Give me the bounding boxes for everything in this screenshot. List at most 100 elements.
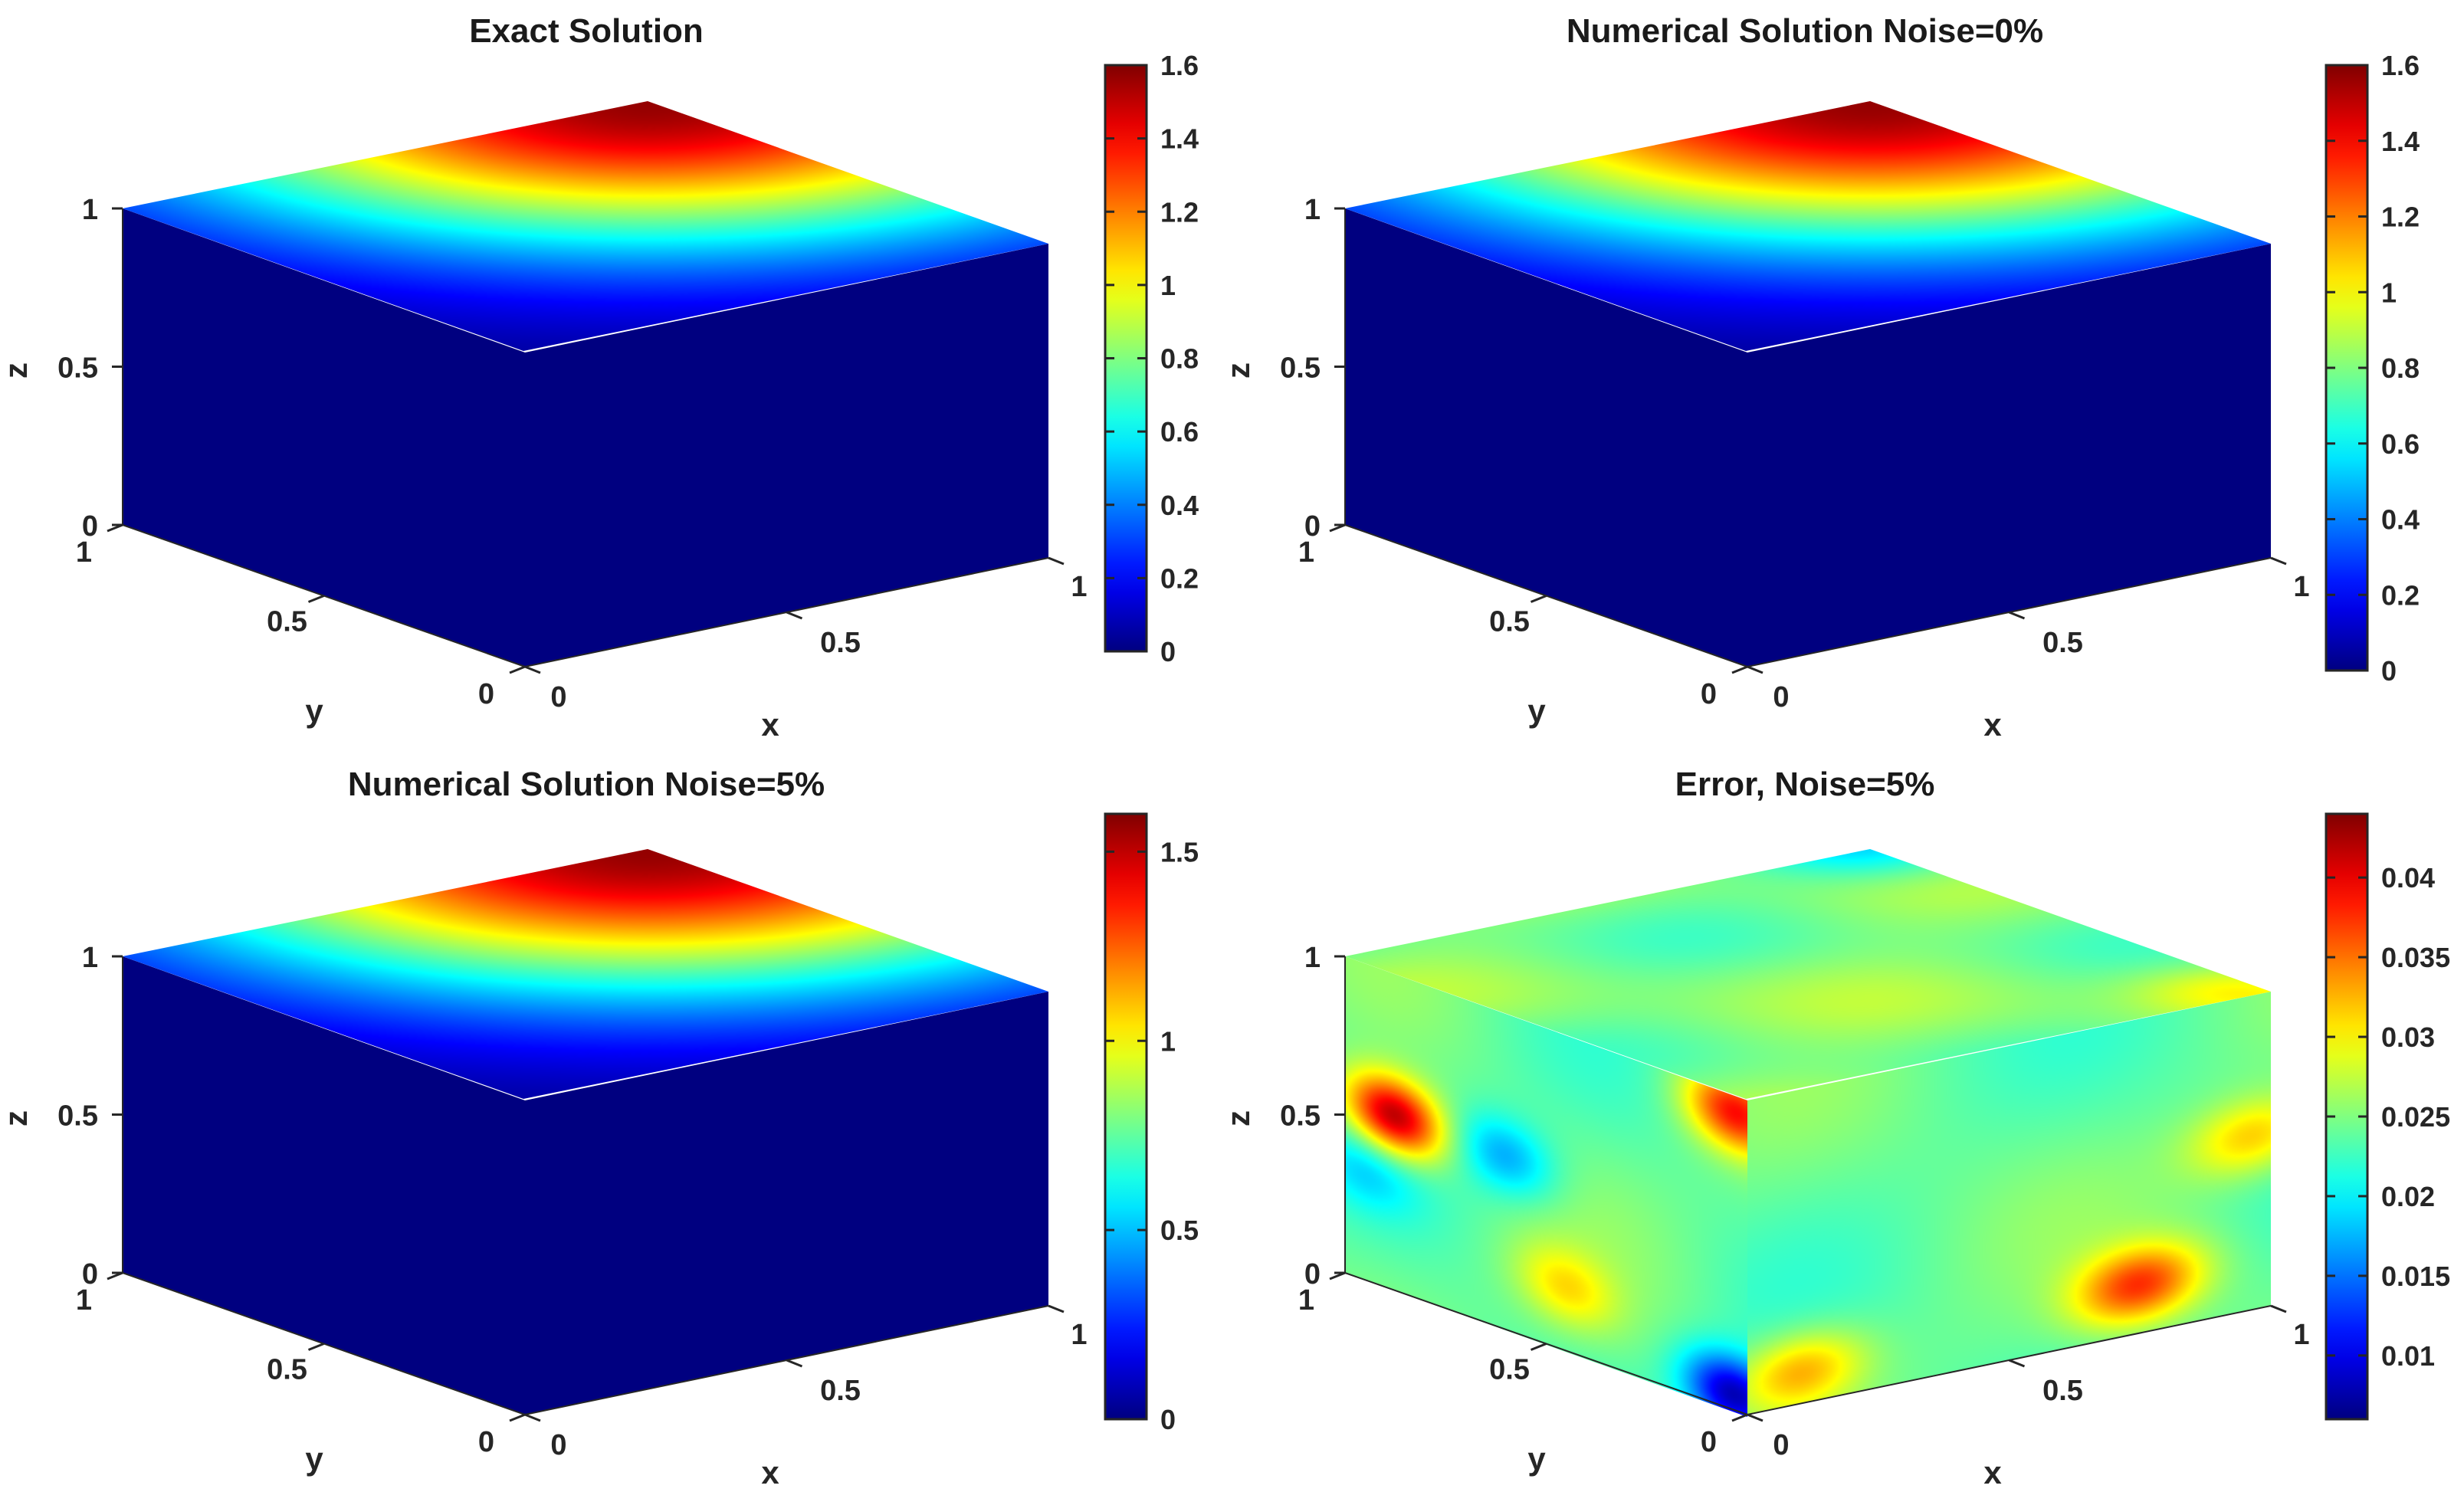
- z-tick-label: 1: [82, 942, 98, 974]
- x-tick-label: 0.5: [2042, 1375, 2083, 1407]
- x-tick-label: 0: [550, 1429, 566, 1461]
- y-tick-label: 1: [1298, 1284, 1314, 1317]
- y-tick-label: 0.5: [1489, 1354, 1530, 1386]
- y-axis-label: y: [1527, 693, 1546, 729]
- x-tick-label: 1: [1071, 571, 1087, 603]
- colorbar-tick-label: 0.035: [2381, 942, 2450, 973]
- colorbar-tick-label: 0.5: [1160, 1215, 1199, 1246]
- colorbar-tick-label: 1.4: [2381, 126, 2420, 157]
- left-face-surface: [123, 208, 525, 667]
- z-tick-label: 1: [82, 194, 98, 226]
- colorbar-tick-label: 0.2: [2381, 579, 2420, 611]
- colorbar-tick-label: 0.025: [2381, 1101, 2450, 1133]
- y-tick-label: 1: [76, 1284, 92, 1317]
- x-tick-label: 0: [1773, 1429, 1789, 1461]
- chart-title: Exact Solution: [469, 12, 704, 50]
- x-tick-label: 0.5: [2042, 627, 2083, 659]
- y-tick-label: 1: [76, 536, 92, 569]
- right-face-surface: [1747, 244, 2271, 667]
- x-tick-mark: [1048, 556, 1065, 566]
- x-tick-label: 1: [1071, 1319, 1087, 1351]
- colorbar-tick-label: 0.8: [1160, 343, 1199, 375]
- z-axis-label: z: [1220, 1110, 1256, 1126]
- colorbar-tick-label: 1.6: [1160, 50, 1199, 81]
- x-tick-label: 1: [2293, 571, 2309, 603]
- chart-title: Numerical Solution Noise=0%: [1567, 12, 2043, 50]
- y-tick-mark: [509, 665, 526, 674]
- x-tick-mark: [1747, 665, 1764, 674]
- x-tick-mark: [1747, 1413, 1764, 1422]
- chart-title: Numerical Solution Noise=5%: [348, 766, 825, 803]
- z-axis-label: z: [0, 1110, 34, 1126]
- z-tick-label: 0.5: [57, 1100, 98, 1133]
- y-tick-label: 0: [1701, 678, 1717, 710]
- x-tick-mark: [2008, 611, 2026, 620]
- right-face-surface: [525, 244, 1048, 667]
- x-tick-label: 0: [550, 681, 566, 713]
- x-tick-mark: [524, 665, 541, 674]
- y-axis-label: y: [305, 1441, 323, 1477]
- right-face-surface: [525, 992, 1048, 1415]
- y-axis-label: y: [1527, 1441, 1546, 1477]
- colorbar-tick-label: 1: [1160, 1025, 1176, 1057]
- x-tick-label: 0: [1773, 681, 1789, 713]
- panel-2: Numerical Solution Noise=0% 1 0.5 0 1 0.5 0 0 0.…: [1220, 12, 2420, 743]
- colorbar-tick-label: 0.01: [2381, 1340, 2435, 1372]
- y-tick-mark: [1329, 1271, 1346, 1280]
- y-tick-label: 0: [478, 1426, 494, 1458]
- y-tick-label: 0.5: [1489, 606, 1530, 638]
- y-tick-mark: [307, 1343, 325, 1351]
- colorbar-tick-label: 1.5: [1160, 836, 1199, 867]
- z-tick-label: 1: [1304, 942, 1321, 974]
- left-face-surface: [123, 956, 525, 1415]
- colorbar-tick-label: 1.2: [1160, 196, 1199, 228]
- y-tick-mark: [1731, 665, 1748, 674]
- x-tick-label: 0.5: [820, 627, 861, 659]
- y-tick-label: 0: [1701, 1426, 1717, 1458]
- colorbar-tick-label: 1.2: [2381, 202, 2420, 233]
- colorbar-tick-label: 0: [1160, 636, 1176, 667]
- x-tick-mark: [2270, 1304, 2287, 1313]
- colorbar-tick-label: 0: [2381, 655, 2397, 687]
- z-axis-label: z: [0, 362, 34, 379]
- y-tick-label: 1: [1298, 536, 1314, 569]
- y-tick-mark: [1530, 595, 1547, 603]
- x-tick-label: 0.5: [820, 1375, 861, 1407]
- panel-3: Numerical Solution Noise=5% 1 0.5 0 1 0.5 0 0 0.…: [0, 766, 1199, 1490]
- x-tick-mark: [786, 1359, 803, 1368]
- colorbar-tick-label: 0.015: [2381, 1261, 2450, 1292]
- colorbar-tick-label: 0.03: [2381, 1021, 2435, 1053]
- colorbar-tick-label: 1.6: [2381, 50, 2420, 81]
- y-tick-mark: [307, 595, 325, 603]
- x-axis-label: x: [1983, 707, 2002, 743]
- colorbar-tick-label: 0.2: [1160, 562, 1199, 594]
- colorbar-tick-label: 0.6: [2381, 428, 2420, 460]
- z-tick-label: 0: [1304, 1258, 1321, 1290]
- chart-title: Error, Noise=5%: [1675, 766, 1935, 803]
- z-tick-label: 0.5: [1280, 1100, 1321, 1133]
- y-tick-mark: [107, 523, 123, 533]
- y-tick-mark: [1329, 523, 1346, 533]
- colorbar-tick-label: 0.4: [2381, 504, 2420, 536]
- colorbar-tick-label: 0: [1160, 1404, 1176, 1435]
- z-tick-label: 0.5: [57, 353, 98, 385]
- z-axis-label: z: [1220, 362, 1256, 379]
- y-tick-label: 0.5: [267, 1354, 307, 1386]
- x-tick-mark: [2270, 556, 2287, 566]
- colorbar-tick-label: 0.02: [2381, 1181, 2435, 1212]
- x-tick-label: 1: [2293, 1319, 2309, 1351]
- colorbar-tick-label: 0.4: [1160, 490, 1199, 521]
- x-axis-label: x: [1983, 1454, 2002, 1490]
- y-tick-label: 0: [478, 678, 494, 710]
- y-tick-mark: [1731, 1413, 1748, 1422]
- y-tick-mark: [107, 1271, 123, 1280]
- colorbar-tick-label: 1: [1160, 270, 1176, 301]
- colorbar-tick-label: 0.6: [1160, 416, 1199, 448]
- z-tick-label: 0.5: [1280, 353, 1321, 385]
- x-tick-mark: [786, 611, 803, 620]
- z-tick-label: 1: [1304, 194, 1321, 226]
- x-tick-mark: [2008, 1359, 2026, 1368]
